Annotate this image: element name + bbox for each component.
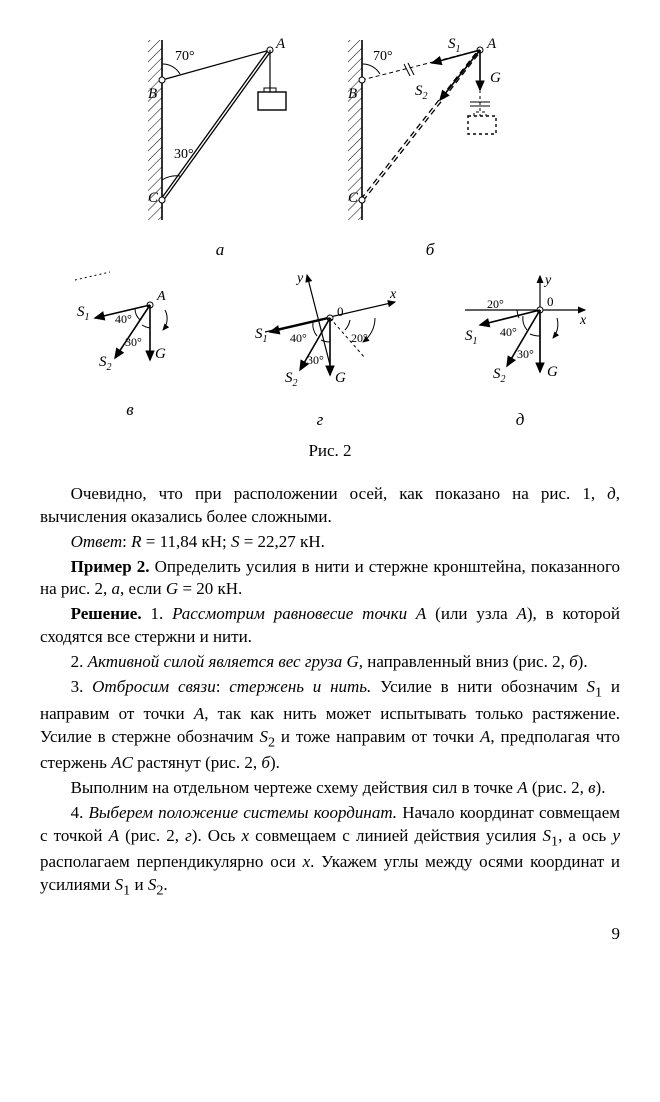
- label-30: 30°: [174, 147, 194, 162]
- para-step-4: 4. Выберем положение системы координат. …: [40, 802, 620, 901]
- figure-caption: Рис. 2: [40, 440, 620, 463]
- para-example: Пример 2. Определить усилия в нити и сте…: [40, 556, 620, 602]
- para-solution-1: Решение. 1. Рассмотрим равновесие точки …: [40, 603, 620, 649]
- diagram-d: x y 0 S1 S2 G 20° 40° 30° д: [445, 270, 595, 432]
- para-step-2: 2. Активной силой является вес груза G, …: [40, 651, 620, 674]
- svg-text:S2: S2: [99, 354, 112, 373]
- figure-2: 70° 30° A B C а: [40, 30, 620, 463]
- sublabel-v: в: [65, 399, 195, 422]
- svg-text:S2: S2: [493, 366, 506, 385]
- svg-text:x: x: [389, 287, 397, 302]
- svg-text:70°: 70°: [373, 49, 393, 64]
- label-70: 70°: [175, 49, 195, 64]
- svg-text:0: 0: [547, 294, 554, 309]
- para-scheme: Выполним на отдельном чертеже схему дейс…: [40, 777, 620, 800]
- svg-text:30°: 30°: [517, 347, 534, 361]
- para-answer: Ответ: R = 11,84 кН; S = 22,27 кН.: [40, 531, 620, 554]
- svg-text:S1: S1: [465, 328, 478, 347]
- diagram-v: A S1 S2 G 40° 30° в: [65, 270, 195, 432]
- svg-text:30°: 30°: [307, 353, 324, 367]
- svg-text:S2: S2: [285, 370, 298, 389]
- sublabel-b: б: [340, 239, 520, 262]
- svg-text:20°: 20°: [487, 297, 504, 311]
- svg-text:y: y: [543, 273, 552, 288]
- label-C: C: [148, 190, 159, 206]
- svg-text:C: C: [348, 190, 359, 206]
- svg-text:40°: 40°: [500, 325, 517, 339]
- svg-text:G: G: [155, 346, 166, 362]
- diagram-g: x y 0 S1 S2 G 40° 30° 20° г: [235, 270, 405, 432]
- svg-text:20°: 20°: [351, 331, 368, 345]
- svg-text:S1: S1: [77, 304, 90, 323]
- svg-text:G: G: [335, 370, 346, 386]
- diagram-b: 70° A B C S1 S2 G б: [340, 30, 520, 262]
- svg-text:S2: S2: [415, 83, 428, 102]
- page-number: 9: [40, 923, 620, 946]
- svg-text:x: x: [579, 313, 587, 328]
- label-B: B: [148, 86, 157, 102]
- sublabel-g: г: [235, 409, 405, 432]
- para-1: Очевидно, что при расположении осей, как…: [40, 483, 620, 529]
- svg-text:S1: S1: [448, 36, 461, 55]
- svg-text:30°: 30°: [125, 335, 142, 349]
- svg-text:A: A: [156, 289, 166, 304]
- sublabel-a: а: [140, 239, 300, 262]
- svg-text:A: A: [486, 36, 497, 52]
- label-A: A: [275, 36, 286, 52]
- svg-text:0: 0: [337, 304, 344, 319]
- svg-text:y: y: [295, 271, 304, 286]
- para-step-3: 3. Отбросим связи: стержень и нить. Усил…: [40, 676, 620, 775]
- svg-text:G: G: [490, 70, 501, 86]
- svg-text:40°: 40°: [290, 331, 307, 345]
- sublabel-d: д: [445, 409, 595, 432]
- svg-text:B: B: [348, 86, 357, 102]
- svg-text:G: G: [547, 364, 558, 380]
- svg-text:S1: S1: [255, 326, 268, 345]
- diagram-a: 70° 30° A B C а: [140, 30, 300, 262]
- svg-text:40°: 40°: [115, 312, 132, 326]
